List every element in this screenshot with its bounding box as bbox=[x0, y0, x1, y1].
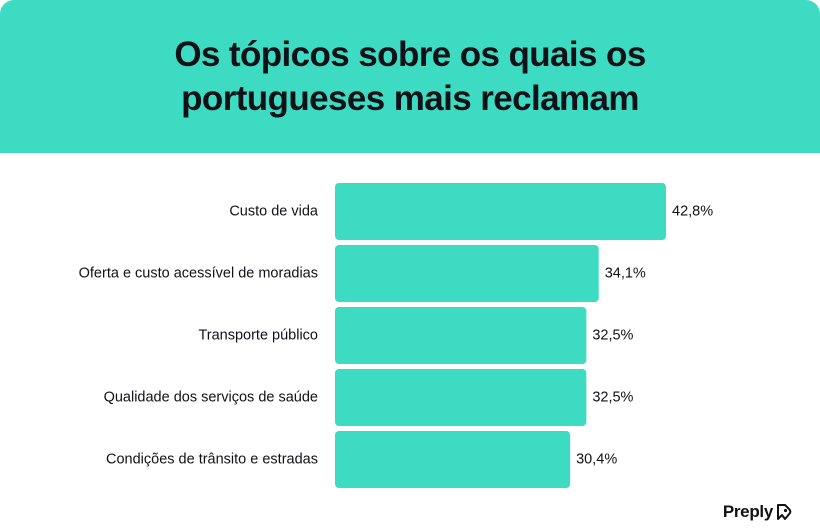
bar-chart-svg: Custo de vida 42,8% Oferta e custo acessív… bbox=[79, 183, 713, 488]
category-label: Custo de vida bbox=[229, 203, 319, 219]
preply-logo-icon bbox=[777, 504, 792, 520]
bar bbox=[335, 369, 587, 426]
bar bbox=[335, 245, 599, 302]
bar bbox=[335, 431, 571, 488]
title-banner: Os tópicos sobre os quais os portugueses… bbox=[0, 0, 820, 153]
bar bbox=[335, 307, 587, 364]
category-label: Oferta e custo acessível de moradias bbox=[79, 265, 318, 281]
value-label: 32,5% bbox=[592, 327, 633, 343]
bar bbox=[335, 183, 666, 240]
title-line-1: Os tópicos sobre os quais os bbox=[174, 34, 646, 74]
brand-logo: Preply bbox=[723, 502, 792, 522]
value-label: 32,5% bbox=[592, 389, 633, 405]
value-label: 30,4% bbox=[576, 451, 617, 467]
category-label: Qualidade dos serviços de saúde bbox=[104, 389, 318, 405]
value-label: 34,1% bbox=[605, 265, 646, 281]
brand-name: Preply bbox=[722, 502, 773, 521]
category-label: Transporte público bbox=[198, 327, 318, 343]
page-title: Os tópicos sobre os quais os portugueses… bbox=[130, 33, 690, 121]
bar-chart: Custo de vida 42,8% Oferta e custo acessív… bbox=[0, 153, 820, 493]
title-line-2: portugueses mais reclamam bbox=[181, 78, 639, 118]
value-label: 42,8% bbox=[672, 203, 713, 219]
category-label: Condições de trânsito e estradas bbox=[106, 451, 318, 467]
